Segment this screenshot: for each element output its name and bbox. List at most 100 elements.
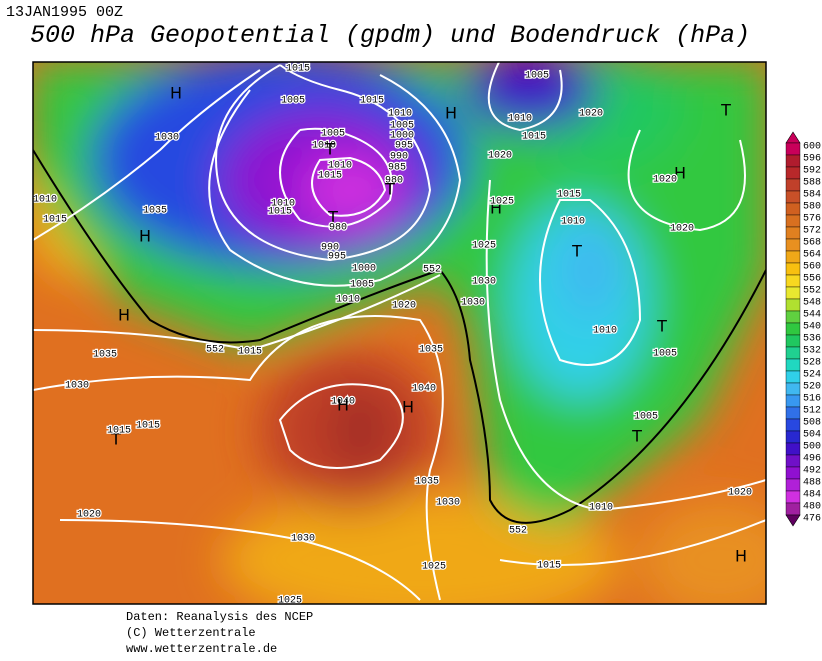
- isobar-label: 1020: [670, 224, 694, 235]
- isobar-label: 1015: [238, 347, 262, 358]
- isobar-label: 1010: [271, 199, 295, 210]
- colorbar-swatch: [785, 250, 801, 264]
- colorbar-label: 600: [803, 142, 821, 153]
- colorbar-swatch: [785, 262, 801, 276]
- isobar-label: 1020: [728, 488, 752, 499]
- colorbar-label: 528: [803, 358, 821, 369]
- isobar-label: 1000: [390, 131, 414, 142]
- isobar-label: 1025: [472, 241, 496, 252]
- pressure-center: T: [656, 317, 667, 336]
- isobar-label: 1010: [593, 326, 617, 337]
- isobar-label: 1030: [436, 498, 460, 509]
- pressure-center: T: [324, 140, 335, 159]
- isobar-label: 990: [321, 243, 339, 254]
- colorbar-swatch: [785, 274, 801, 288]
- isobar-label: 1020: [579, 109, 603, 120]
- colorbar-swatch: [785, 178, 801, 192]
- colorbar-arrow: [785, 514, 801, 527]
- colorbar-swatch: [785, 214, 801, 228]
- isobar-label: 1015: [537, 561, 561, 572]
- colorbar-swatch: [785, 502, 801, 516]
- isobar-label: 1015: [318, 171, 342, 182]
- isobars: [33, 62, 766, 601]
- colorbar-swatch: [785, 358, 801, 372]
- pressure-center: H: [337, 396, 349, 415]
- colorbar-label: 552: [803, 286, 821, 297]
- isobar-label: 552: [206, 345, 224, 356]
- isobar-label: 1005: [525, 71, 549, 82]
- isobar-label: 1030: [461, 298, 485, 309]
- isobar-label: 1030: [472, 277, 496, 288]
- colorbar-swatch: [785, 286, 801, 300]
- isobar-label: 1020: [77, 510, 101, 521]
- colorbar-label: 580: [803, 202, 821, 213]
- isobar-label: 1005: [653, 349, 677, 360]
- isobar-label: 1035: [143, 206, 167, 217]
- isobar-label: 1015: [43, 215, 67, 226]
- pressure-center: T: [720, 101, 731, 120]
- isobar-label: 1005: [350, 280, 374, 291]
- colorbar-label: 536: [803, 334, 821, 345]
- colorbar-label: 532: [803, 346, 821, 357]
- colorbar-label: 488: [803, 478, 821, 489]
- pressure-center: H: [735, 547, 747, 566]
- isobar-label: 995: [395, 141, 413, 152]
- colorbar-swatch: [785, 394, 801, 408]
- isobar-label: 1020: [653, 175, 677, 186]
- isobar-label: 1010: [312, 141, 336, 152]
- pressure-center: H: [139, 227, 151, 246]
- colorbar-swatch: [785, 202, 801, 216]
- pressure-center: T: [384, 180, 395, 199]
- colorbar-label: 572: [803, 226, 821, 237]
- isobar-label: 1040: [412, 384, 436, 395]
- colorbar-label: 544: [803, 310, 821, 321]
- colorbar-swatch: [785, 418, 801, 432]
- pressure-center: T: [327, 208, 338, 227]
- footer-line: www.wetterzentrale.de: [126, 642, 277, 656]
- colorbar-label: 492: [803, 466, 821, 477]
- colorbar-label: 576: [803, 214, 821, 225]
- pressure-center: H: [674, 164, 686, 183]
- isobar-label: 1015: [522, 132, 546, 143]
- isobar-label: 1015: [286, 64, 310, 75]
- colorbar-swatch: [785, 298, 801, 312]
- colorbar-swatch: [785, 430, 801, 444]
- colorbar-label: 504: [803, 430, 821, 441]
- colorbar-swatch: [785, 466, 801, 480]
- isobar-label: 1010: [561, 217, 585, 228]
- isobar-label: 1005: [281, 96, 305, 107]
- isobar-label: 1030: [155, 133, 179, 144]
- isobar-label: 1025: [490, 197, 514, 208]
- colorbar-swatch: [785, 454, 801, 468]
- isobar-label: 1005: [321, 129, 345, 140]
- colorbar-swatch: [785, 322, 801, 336]
- colorbar-label: 484: [803, 490, 821, 501]
- pressure-center: H: [170, 84, 182, 103]
- colorbar-swatch: [785, 478, 801, 492]
- pressure-center: H: [118, 306, 130, 325]
- colorbar-label: 524: [803, 370, 821, 381]
- isobar-label: 1010: [589, 503, 613, 514]
- colorbar-label: 500: [803, 442, 821, 453]
- colorbar-label: 512: [803, 406, 821, 417]
- isobar-label: 980: [329, 223, 347, 234]
- colorbar-swatch: [785, 370, 801, 384]
- colorbar-label: 480: [803, 502, 821, 513]
- isobar-label: 1015: [136, 421, 160, 432]
- colorbar-label: 520: [803, 382, 821, 393]
- date: 13JAN1995 00Z: [6, 4, 123, 21]
- isobar-label: 1025: [422, 562, 446, 573]
- colorbar-swatch: [785, 310, 801, 324]
- isobar-label: 1035: [419, 345, 443, 356]
- isobar-label: 1020: [488, 151, 512, 162]
- colorbar: 6005965925885845805765725685645605565525…: [785, 131, 821, 527]
- isobar-label: 980: [385, 176, 403, 187]
- colorbar-label: 476: [803, 514, 821, 525]
- isobar-label: 1010: [336, 295, 360, 306]
- colorbar-label: 556: [803, 274, 821, 285]
- pressure-center: T: [110, 430, 121, 449]
- colorbar-swatch: [785, 166, 801, 180]
